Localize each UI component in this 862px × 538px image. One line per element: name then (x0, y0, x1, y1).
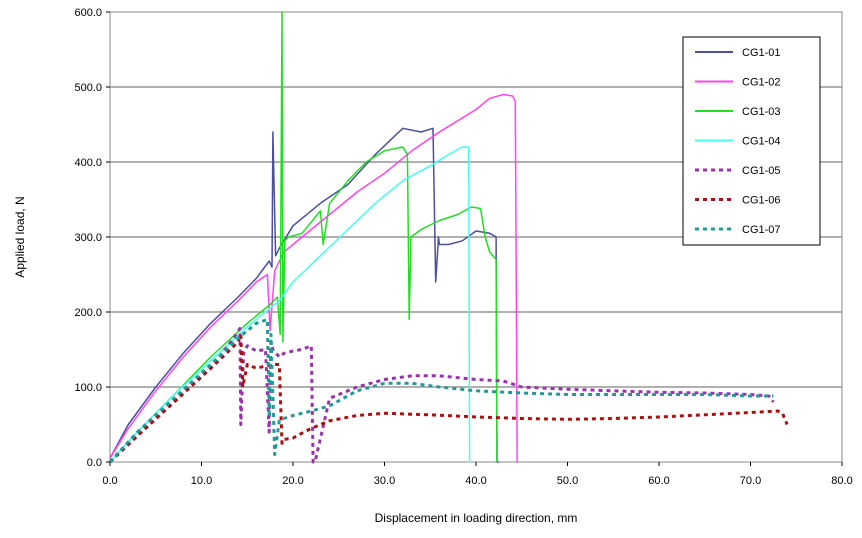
x-tick-label: 0.0 (102, 475, 117, 487)
y-tick-label: 300.0 (74, 232, 102, 244)
series-layer (108, 11, 789, 464)
series-line-cg1-05 (108, 327, 775, 464)
x-tick-label: 70.0 (740, 475, 761, 487)
legend: CG1-01 CG1-02 CG1-03 CG1-04 CG1-05 CG1-06 CG1-… (682, 36, 821, 246)
y-tick-label: 100.0 (74, 382, 102, 394)
x-axis-label: Displacement in loading direction, mm (375, 511, 578, 525)
y-axis-label: Applied load, N (13, 196, 27, 277)
legend-label: CG1-07 (742, 224, 781, 236)
series-line-cg1-04 (109, 146, 471, 463)
x-axis-ticks: 0.0 10.0 20.0 30.0 40.0 50.0 60.0 70.0 80.0 (102, 462, 853, 487)
series-line-cg1-07 (108, 318, 774, 464)
x-tick-label: 50.0 (557, 475, 578, 487)
y-axis-ticks: 0.0 100.0 200.0 300.0 400.0 500.0 600.0 (74, 7, 110, 469)
series-line-cg1-01 (109, 127, 499, 463)
legend-label: CG1-06 (742, 195, 781, 207)
x-tick-label: 80.0 (831, 475, 852, 487)
legend-label: CG1-02 (742, 77, 781, 89)
x-tick-label: 60.0 (648, 475, 669, 487)
x-tick-label: 30.0 (374, 475, 395, 487)
y-tick-label: 200.0 (74, 307, 102, 319)
x-tick-label: 10.0 (191, 475, 212, 487)
y-tick-label: 600.0 (74, 7, 102, 19)
legend-label: CG1-03 (742, 106, 781, 118)
x-tick-label: 20.0 (282, 475, 303, 487)
y-tick-label: 400.0 (74, 157, 102, 169)
legend-label: CG1-04 (742, 136, 781, 148)
y-tick-label: 0.0 (87, 457, 102, 469)
y-tick-label: 500.0 (74, 82, 102, 94)
legend-label: CG1-01 (742, 47, 781, 59)
x-tick-label: 40.0 (465, 475, 486, 487)
series-line-cg1-06 (108, 333, 789, 464)
series-line-cg1-02 (109, 93, 519, 463)
legend-label: CG1-05 (742, 165, 781, 177)
